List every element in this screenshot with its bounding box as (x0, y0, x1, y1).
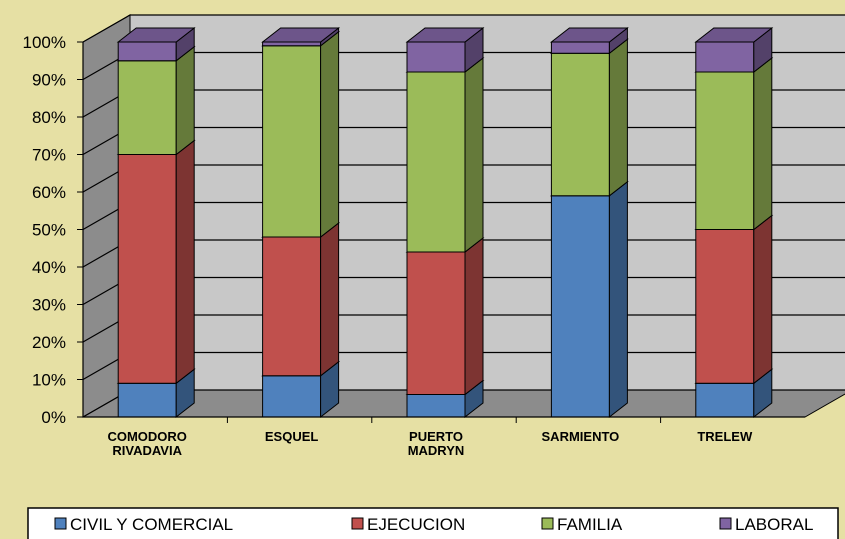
y-tick-label: 90% (32, 71, 66, 90)
bar-segment (261, 30, 341, 239)
legend-box (27, 507, 839, 539)
legend-swatch (351, 517, 364, 530)
y-tick-label: 10% (32, 371, 66, 390)
bar-top (405, 27, 485, 43)
x-tick-label: SARMIENTO (542, 429, 620, 444)
x-tick-label: MADRYN (408, 443, 465, 458)
bar-side (320, 221, 340, 377)
bar-segment (261, 221, 341, 377)
bar-side (175, 45, 195, 156)
bar-side (464, 236, 484, 396)
y-tick-label: 40% (32, 258, 66, 277)
bar-segment (116, 45, 196, 156)
bar-side (753, 56, 773, 231)
bar-front (406, 251, 466, 395)
bar-front (262, 236, 322, 377)
legend-label: CIVIL Y COMERCIAL (70, 515, 233, 534)
bar-front (695, 41, 755, 73)
y-axis: 0% 10% 20% 30% 40% 50% 60% 70% 80% 90% 100% (23, 33, 84, 427)
y-tick-label: 100% (23, 33, 66, 52)
bar-front (406, 394, 466, 418)
bar-front (550, 41, 610, 54)
legend-swatch (54, 517, 67, 530)
gridline (82, 14, 845, 43)
bar-side (175, 139, 195, 385)
bar-front (695, 229, 755, 384)
bar-top (261, 27, 341, 43)
bar-segment (549, 38, 629, 197)
bar-segment (405, 236, 485, 396)
bar-front (262, 375, 322, 418)
y-tick-label: 80% (32, 108, 66, 127)
bar-side (464, 56, 484, 254)
legend-label: EJECUCION (367, 515, 465, 534)
bar-side (320, 30, 340, 239)
bar-front (550, 52, 610, 197)
bar-top (694, 27, 774, 43)
chart-bars (116, 26, 774, 419)
bar-front (262, 41, 322, 47)
y-tick-label: 30% (32, 296, 66, 315)
x-tick-label: COMODORO (107, 429, 186, 444)
bar-segment (549, 26, 629, 55)
x-tick-label: ESQUEL (265, 429, 319, 444)
bar-side (608, 180, 628, 419)
y-tick-label: 0% (41, 408, 66, 427)
bar-front (262, 45, 322, 238)
bar-front (695, 382, 755, 418)
bar-front (117, 60, 177, 155)
bar-front (406, 71, 466, 253)
bar-front (117, 382, 177, 418)
y-tick-label: 70% (32, 146, 66, 165)
bar-top (116, 27, 196, 43)
legend: CIVIL Y COMERCIAL EJECUCION FAMILIA LABORAL (27, 507, 839, 539)
bar-front (117, 41, 177, 62)
bar-segment (116, 139, 196, 385)
bar-segment (116, 26, 196, 62)
y-tick-label: 60% (32, 183, 66, 202)
bar-side (753, 214, 773, 385)
y-tick-label: 20% (32, 333, 66, 352)
bar-front (550, 195, 610, 418)
bar-segment (549, 180, 629, 419)
bar-segment (694, 214, 774, 385)
bar-segment (405, 26, 485, 74)
bar-segment (261, 26, 341, 47)
x-tick-label: RIVADAVIA (112, 443, 182, 458)
bar-front (117, 154, 177, 384)
legend-swatch (541, 517, 554, 530)
bar-top (549, 27, 629, 43)
bar-side (608, 38, 628, 197)
bar-segment (694, 56, 774, 231)
legend-swatch (719, 517, 732, 530)
legend-label: LABORAL (735, 515, 813, 534)
bar-front (406, 41, 466, 73)
x-tick-label: TRELEW (697, 429, 753, 444)
legend-label: FAMILIA (557, 515, 623, 534)
x-tick-label: PUERTO (409, 429, 463, 444)
bar-segment (405, 56, 485, 254)
bar-segment (694, 26, 774, 74)
bar-front (695, 71, 755, 230)
y-tick-label: 50% (32, 221, 66, 240)
